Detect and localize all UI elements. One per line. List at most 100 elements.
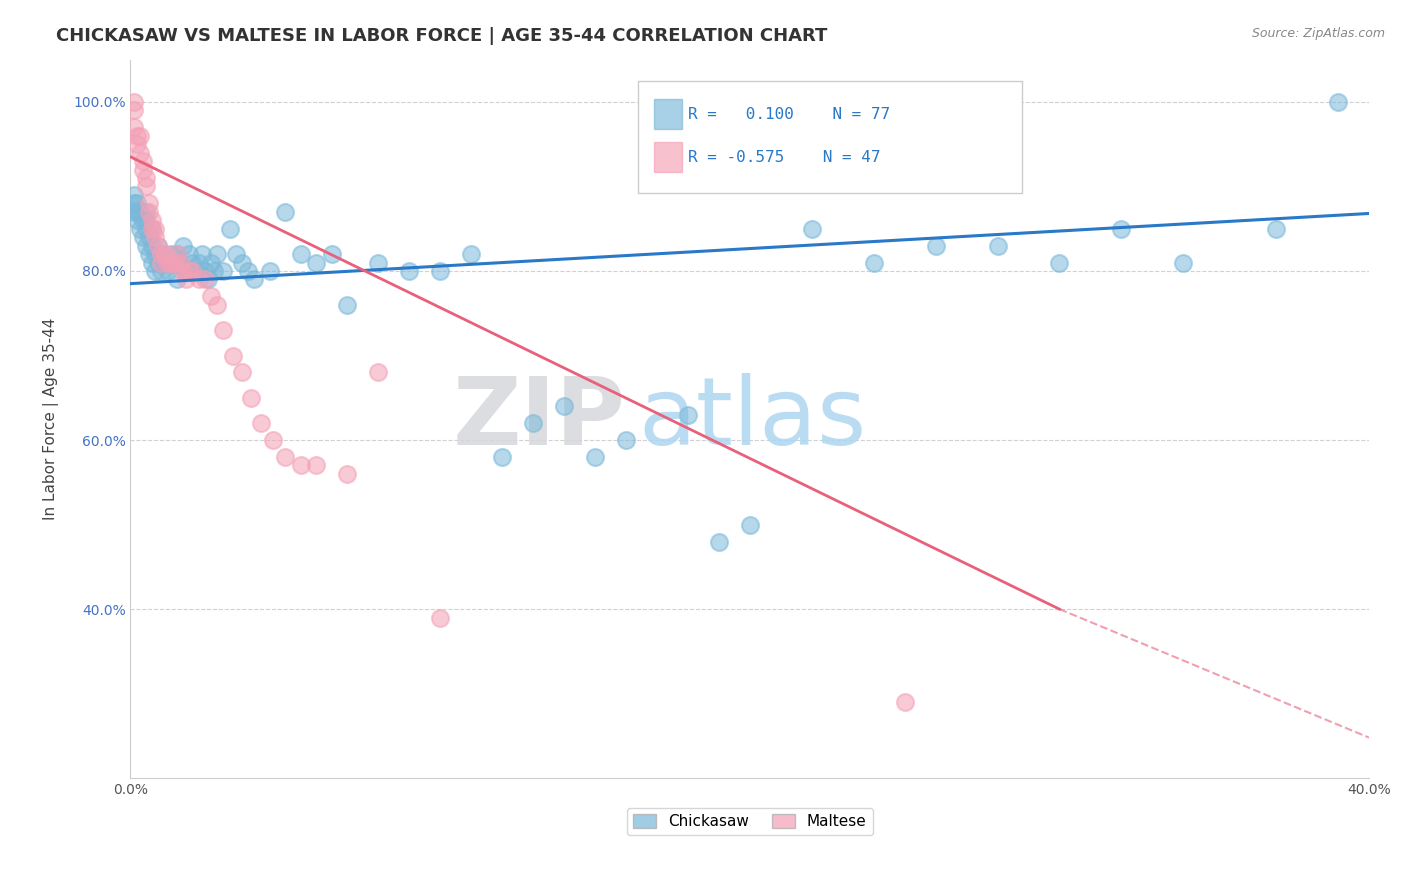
Text: R = -0.575    N = 47: R = -0.575 N = 47 <box>688 150 880 165</box>
Text: CHICKASAW VS MALTESE IN LABOR FORCE | AGE 35-44 CORRELATION CHART: CHICKASAW VS MALTESE IN LABOR FORCE | AG… <box>56 27 828 45</box>
Point <box>150 264 173 278</box>
Point <box>429 264 451 278</box>
Point <box>218 221 240 235</box>
Point <box>194 264 217 278</box>
Point <box>159 255 181 269</box>
FancyBboxPatch shape <box>654 142 682 172</box>
Point <box>179 264 201 278</box>
Point <box>125 213 148 227</box>
Point <box>429 610 451 624</box>
Point <box>163 255 186 269</box>
Point <box>156 255 179 269</box>
Point <box>132 230 155 244</box>
Point <box>336 298 359 312</box>
Point <box>460 247 482 261</box>
Point <box>862 255 884 269</box>
Point <box>141 238 163 252</box>
Point <box>169 255 191 269</box>
Point <box>166 247 188 261</box>
Point <box>231 255 253 269</box>
Point <box>156 264 179 278</box>
Point <box>367 366 389 380</box>
Point <box>893 695 915 709</box>
Point <box>150 247 173 261</box>
Point <box>184 264 207 278</box>
Point <box>143 230 166 244</box>
Point <box>583 450 606 464</box>
Point <box>148 255 170 269</box>
Point <box>367 255 389 269</box>
Text: R =   0.100    N = 77: R = 0.100 N = 77 <box>688 107 890 121</box>
Point <box>274 204 297 219</box>
Point <box>336 467 359 481</box>
Point <box>231 366 253 380</box>
Point <box>141 221 163 235</box>
Point <box>305 255 328 269</box>
Point <box>148 238 170 252</box>
Point <box>125 137 148 152</box>
Point <box>138 230 160 244</box>
Point <box>181 255 204 269</box>
Point <box>169 255 191 269</box>
Point <box>141 221 163 235</box>
Point <box>122 120 145 135</box>
Point <box>200 255 222 269</box>
Point <box>159 247 181 261</box>
Point <box>1049 255 1071 269</box>
Point <box>135 204 157 219</box>
Point <box>194 272 217 286</box>
Point <box>321 247 343 261</box>
Point <box>128 145 150 160</box>
Point <box>205 247 228 261</box>
Point <box>132 154 155 169</box>
Point <box>135 221 157 235</box>
Point <box>174 264 197 278</box>
Point <box>290 247 312 261</box>
Point <box>143 247 166 261</box>
FancyBboxPatch shape <box>654 99 682 129</box>
Point <box>141 213 163 227</box>
Legend: Chickasaw, Maltese: Chickasaw, Maltese <box>627 808 873 835</box>
Point <box>150 255 173 269</box>
Point <box>128 221 150 235</box>
Point <box>138 247 160 261</box>
Point <box>166 247 188 261</box>
Y-axis label: In Labor Force | Age 35-44: In Labor Force | Age 35-44 <box>44 318 59 520</box>
Point <box>676 408 699 422</box>
Point <box>122 187 145 202</box>
Point <box>163 255 186 269</box>
Point <box>707 534 730 549</box>
Point <box>190 247 212 261</box>
Point <box>135 179 157 194</box>
Point <box>125 204 148 219</box>
Point <box>205 298 228 312</box>
Point <box>122 103 145 118</box>
Point <box>274 450 297 464</box>
Point <box>187 272 209 286</box>
Point <box>924 238 946 252</box>
Point <box>172 264 194 278</box>
Point <box>1327 95 1350 109</box>
Text: ZIP: ZIP <box>453 373 626 465</box>
Point <box>174 272 197 286</box>
Point <box>122 204 145 219</box>
Point <box>212 264 235 278</box>
Point <box>135 213 157 227</box>
FancyBboxPatch shape <box>638 81 1022 193</box>
Point <box>187 255 209 269</box>
Point <box>125 196 148 211</box>
Point <box>148 238 170 252</box>
Point <box>491 450 513 464</box>
Point <box>122 95 145 109</box>
Text: atlas: atlas <box>638 373 866 465</box>
Point <box>132 162 155 177</box>
Point <box>197 272 219 286</box>
Point <box>262 433 284 447</box>
Point <box>125 128 148 143</box>
Point <box>181 264 204 278</box>
Point <box>553 399 575 413</box>
Text: Source: ZipAtlas.com: Source: ZipAtlas.com <box>1251 27 1385 40</box>
Point <box>128 128 150 143</box>
Point <box>240 391 263 405</box>
Point <box>138 204 160 219</box>
